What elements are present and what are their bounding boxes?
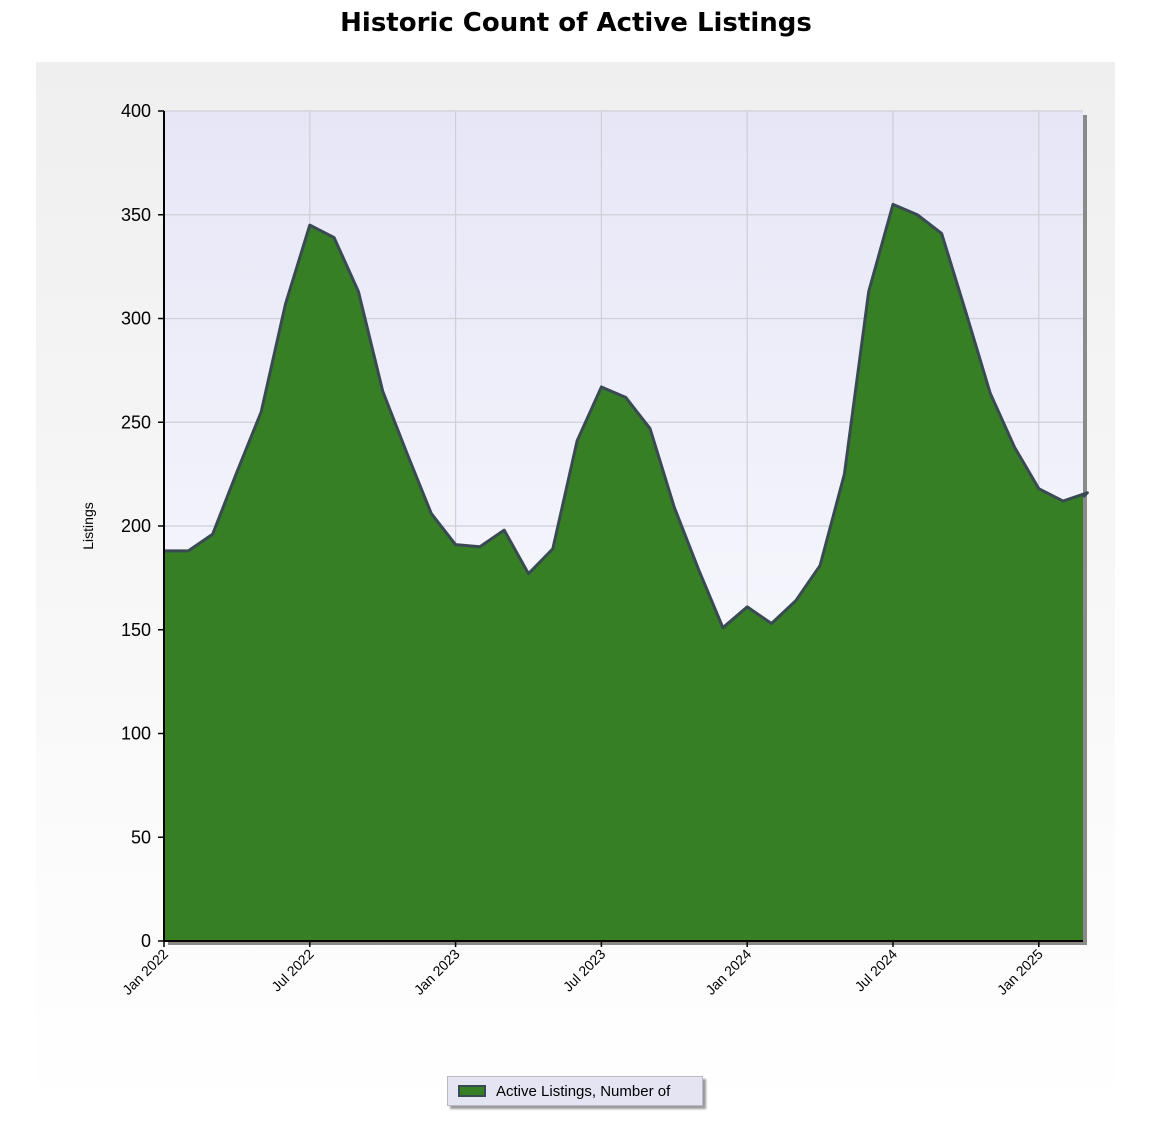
y-tick-label: 0 [141,931,151,951]
chart-title: Historic Count of Active Listings [340,8,812,38]
x-tick-label: Jul 2023 [560,946,609,995]
x-tick-label: Jan 2022 [119,946,171,998]
x-tick-label: Jan 2025 [994,946,1046,998]
y-tick-label: 400 [121,101,151,121]
x-tick-label: Jul 2024 [851,946,900,995]
y-tick-label: 100 [121,724,151,744]
x-tick-label: Jul 2022 [268,946,317,995]
y-tick-label: 50 [131,827,151,847]
x-tick-label: Jan 2023 [411,946,463,998]
legend-swatch [458,1085,486,1097]
y-tick-label: 250 [121,412,151,432]
series-line [164,202,1089,630]
legend: Active Listings, Number of [447,1076,703,1106]
y-tick-label: 350 [121,205,151,225]
y-tick-label: 300 [121,309,151,329]
y-axis-label: Listings [80,502,96,549]
y-tick-label: 150 [121,620,151,640]
legend-label: Active Listings, Number of [496,1083,671,1100]
y-tick-label: 200 [121,516,151,536]
x-tick-label: Jan 2024 [702,946,754,998]
